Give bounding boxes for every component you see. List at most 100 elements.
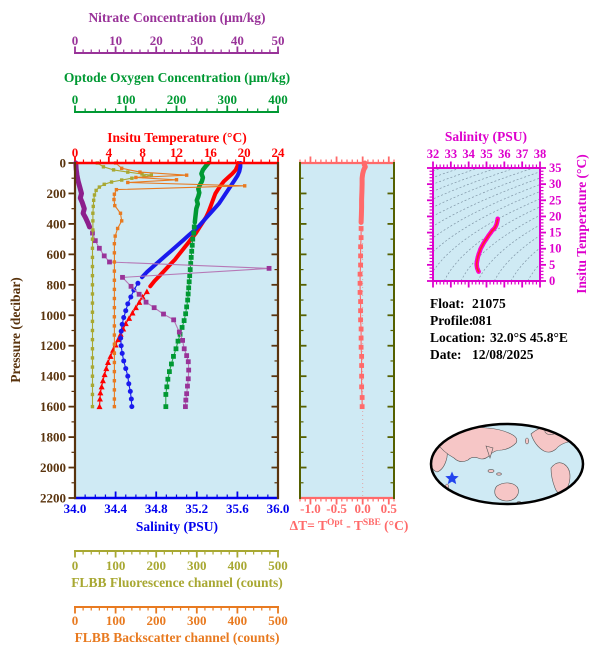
flbb_backscatter-series bbox=[112, 161, 247, 409]
svg-text:35: 35 bbox=[549, 161, 562, 175]
svg-text:2200: 2200 bbox=[40, 491, 66, 506]
optode_oxygen-series bbox=[163, 160, 211, 410]
svg-text:400: 400 bbox=[228, 613, 248, 628]
map-indonesia-2 bbox=[496, 472, 502, 476]
svg-text:20: 20 bbox=[549, 209, 562, 223]
svg-text:0: 0 bbox=[72, 145, 79, 160]
svg-text:4: 4 bbox=[106, 145, 113, 160]
ts-curve bbox=[474, 216, 500, 274]
svg-text:500: 500 bbox=[268, 613, 288, 628]
float-info-date: Date: 12/08/2025 bbox=[430, 347, 534, 362]
svg-text:0: 0 bbox=[72, 613, 79, 628]
pressure-axis-title: Pressure (decibar) bbox=[8, 277, 23, 383]
svg-text:24: 24 bbox=[272, 145, 286, 160]
svg-text:34.0: 34.0 bbox=[64, 501, 87, 516]
svg-text:0.5: 0.5 bbox=[381, 501, 398, 516]
svg-text:1200: 1200 bbox=[40, 338, 66, 353]
svg-text:37: 37 bbox=[516, 147, 529, 161]
float-info-location: Location: 32.0°S 45.8°E bbox=[430, 330, 568, 345]
svg-text:8: 8 bbox=[139, 145, 146, 160]
svg-text:33: 33 bbox=[445, 147, 458, 161]
ts-salinity-axis-title: Salinity (PSU) bbox=[445, 129, 527, 144]
svg-text:100: 100 bbox=[106, 558, 126, 573]
float-location-star bbox=[445, 471, 459, 485]
map-outline bbox=[429, 422, 585, 506]
nitrate-axis-title: Nitrate Concentration (μm/kg) bbox=[88, 10, 265, 25]
svg-text:36.0: 36.0 bbox=[267, 501, 290, 516]
svg-text:200: 200 bbox=[146, 558, 166, 573]
svg-text:20: 20 bbox=[238, 145, 251, 160]
nitrate-axis: 0 10 20 30 40 50 bbox=[72, 33, 285, 54]
svg-text:35: 35 bbox=[480, 147, 493, 161]
float-info: Float: 21075 Profile:081 Location: 32.0°S … bbox=[430, 296, 568, 362]
pressure-axis-ticks: 0 200 400 600 800 1000 1200 1400 1600 1800 2000 220… bbox=[40, 156, 278, 506]
svg-text:1000: 1000 bbox=[40, 308, 66, 323]
salinity-axis-title: Salinity (PSU) bbox=[136, 519, 218, 534]
svg-text:0: 0 bbox=[72, 33, 79, 48]
svg-text:200: 200 bbox=[47, 186, 67, 201]
svg-text:10: 10 bbox=[549, 242, 562, 256]
svg-text:400: 400 bbox=[268, 92, 288, 107]
svg-text:34.8: 34.8 bbox=[145, 501, 168, 516]
main-plot-background bbox=[75, 163, 278, 498]
map-australia bbox=[494, 482, 519, 502]
delta-t-panel: -1.0 -0.5 0.0 0.5 bbox=[299, 156, 398, 516]
svg-text:0: 0 bbox=[549, 274, 555, 288]
backscatter-axis-title: FLBB Backscatter channel (counts) bbox=[75, 630, 280, 645]
svg-text:0: 0 bbox=[60, 156, 67, 171]
svg-text:1800: 1800 bbox=[40, 430, 66, 445]
svg-text:0: 0 bbox=[72, 92, 79, 107]
svg-text:1400: 1400 bbox=[40, 369, 66, 384]
svg-text:32: 32 bbox=[427, 147, 440, 161]
svg-text:400: 400 bbox=[47, 216, 67, 231]
map-south-america bbox=[550, 462, 571, 494]
map-japan bbox=[525, 437, 529, 445]
map-india bbox=[485, 445, 494, 459]
svg-text:16: 16 bbox=[204, 145, 218, 160]
oxygen-axis-title: Optode Oxygen Concentration (μm/kg) bbox=[64, 70, 290, 85]
svg-text:5: 5 bbox=[549, 258, 555, 272]
svg-text:100: 100 bbox=[106, 613, 126, 628]
svg-text:300: 300 bbox=[187, 558, 207, 573]
svg-text:600: 600 bbox=[47, 247, 67, 262]
svg-text:200: 200 bbox=[146, 613, 166, 628]
svg-text:35.2: 35.2 bbox=[185, 501, 208, 516]
ts-isopycnal-contours bbox=[433, 168, 540, 281]
backscatter-axis: 0 100 200 300 400 500 bbox=[72, 606, 288, 628]
svg-text:300: 300 bbox=[218, 92, 238, 107]
svg-text:34.4: 34.4 bbox=[104, 501, 127, 516]
svg-text:38: 38 bbox=[534, 147, 547, 161]
svg-text:36: 36 bbox=[498, 147, 511, 161]
svg-text:34: 34 bbox=[462, 147, 475, 161]
svg-text:40: 40 bbox=[231, 33, 244, 48]
svg-text:25: 25 bbox=[549, 193, 562, 207]
svg-text:30: 30 bbox=[549, 177, 562, 191]
svg-text:300: 300 bbox=[187, 613, 207, 628]
svg-text:500: 500 bbox=[268, 558, 288, 573]
svg-text:0: 0 bbox=[72, 558, 79, 573]
float-info-profile: Profile:081 bbox=[430, 313, 493, 328]
temperature-axis: 0 4 8 12 16 20 24 bbox=[72, 145, 285, 163]
svg-text:-1.0: -1.0 bbox=[300, 501, 321, 516]
delta-t-plot-background bbox=[300, 163, 394, 498]
svg-text:35.6: 35.6 bbox=[226, 501, 249, 516]
fluorescence-axis: 0 100 200 300 400 500 bbox=[72, 550, 288, 573]
temperature-axis-title: Insitu Temperature (°C) bbox=[107, 130, 246, 145]
ts-plot-border bbox=[432, 167, 541, 282]
map-indonesia bbox=[487, 469, 495, 473]
svg-text:200: 200 bbox=[167, 92, 187, 107]
svg-text:15: 15 bbox=[549, 226, 562, 240]
oxygen-axis: 0 100 200 300 400 bbox=[72, 92, 288, 113]
ts-temperature-axis-title: Insitu Temperature (°C) bbox=[574, 154, 589, 293]
svg-text:1600: 1600 bbox=[40, 399, 66, 414]
svg-text:400: 400 bbox=[228, 558, 248, 573]
svg-text:0.0: 0.0 bbox=[355, 501, 371, 516]
svg-text:100: 100 bbox=[116, 92, 136, 107]
svg-text:800: 800 bbox=[47, 277, 67, 292]
svg-text:10: 10 bbox=[109, 33, 122, 48]
ts-plot-background bbox=[433, 168, 540, 281]
fluorescence-axis-title: FLBB Fluorescence channel (counts) bbox=[71, 575, 283, 590]
float-info-float: Float: 21075 bbox=[430, 296, 506, 311]
